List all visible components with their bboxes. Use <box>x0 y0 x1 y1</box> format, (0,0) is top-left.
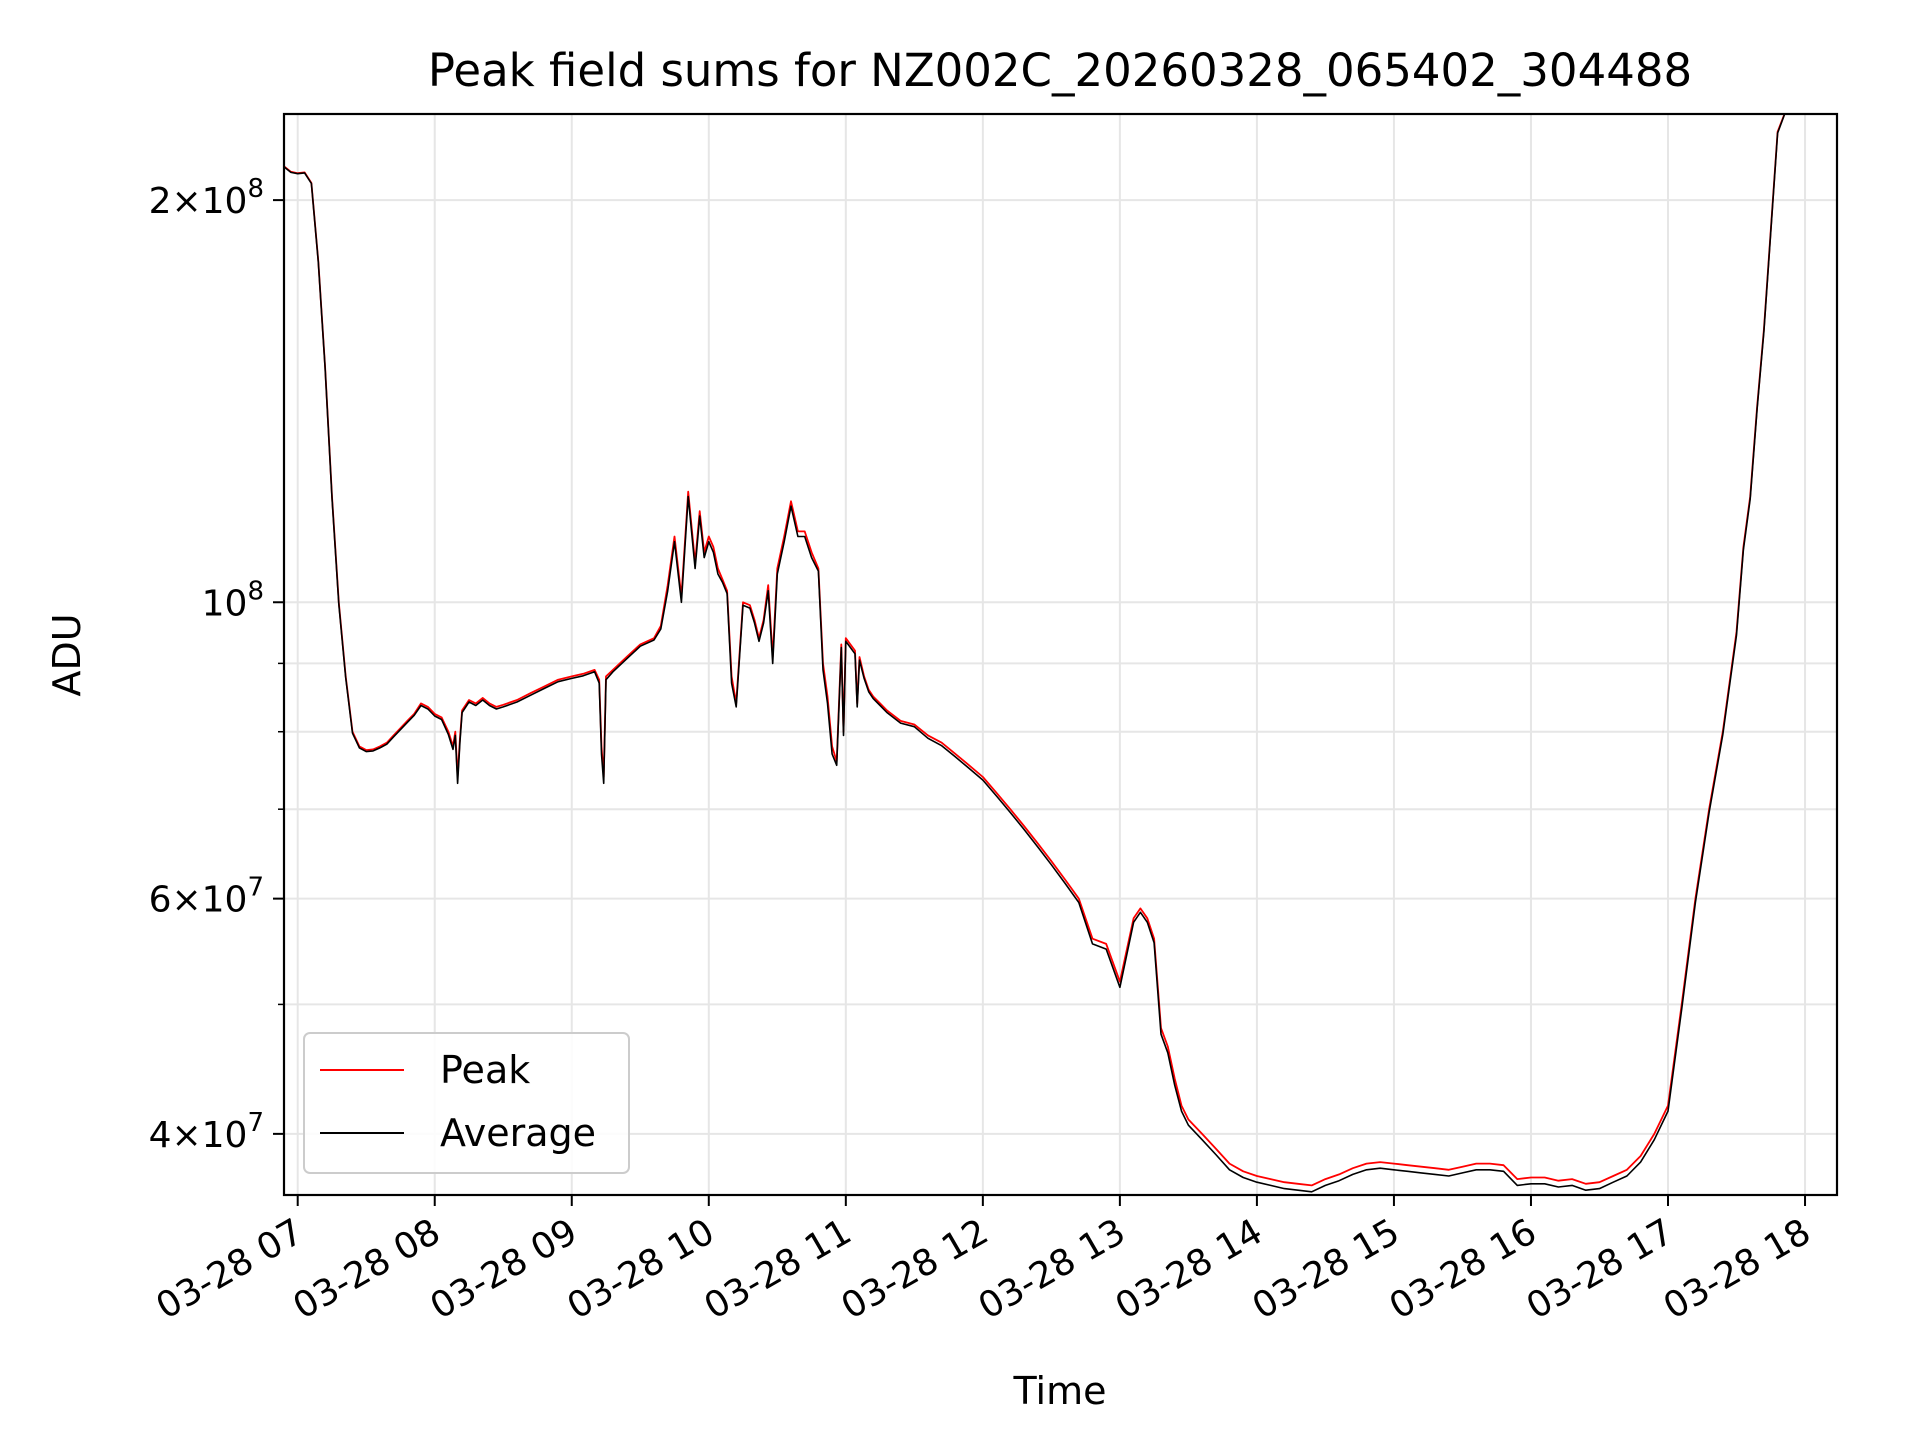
y-tick-label: 108 <box>202 576 264 624</box>
chart-title: Peak field sums for NZ002C_20260328_0654… <box>428 44 1692 97</box>
legend: Peak Average <box>303 1032 630 1174</box>
series-group <box>284 114 1786 1193</box>
grid <box>284 114 1837 1195</box>
y-axis-label: ADU <box>45 613 89 696</box>
legend-label-average: Average <box>440 1111 596 1155</box>
y-tick-label: 2×108 <box>149 174 264 222</box>
y-tick-label: 4×107 <box>149 1108 264 1156</box>
plot-frame <box>282 112 1839 1197</box>
legend-label-peak: Peak <box>440 1048 530 1092</box>
series-line-average <box>284 114 1786 1193</box>
legend-box <box>303 1032 630 1174</box>
y-tick-label: 6×107 <box>149 873 264 921</box>
x-axis-label: Time <box>1013 1369 1107 1413</box>
